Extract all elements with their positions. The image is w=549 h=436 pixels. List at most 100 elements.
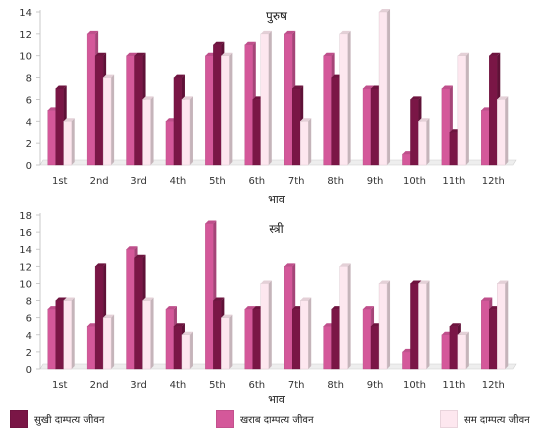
bar-side bbox=[111, 74, 115, 165]
bar bbox=[55, 300, 64, 370]
bar-side bbox=[111, 314, 115, 369]
bar bbox=[213, 44, 222, 166]
bar bbox=[165, 308, 175, 370]
bar-top bbox=[173, 323, 185, 327]
bar-top bbox=[449, 323, 461, 327]
y-tick-label: 0 bbox=[26, 365, 32, 376]
bar bbox=[441, 88, 451, 166]
bar bbox=[205, 223, 214, 370]
bar bbox=[173, 77, 183, 166]
y-tick-label: 0 bbox=[26, 161, 32, 172]
bar bbox=[362, 308, 372, 370]
bar bbox=[481, 300, 490, 370]
bar-top bbox=[457, 331, 469, 335]
x-tick-label: 8th bbox=[327, 176, 344, 187]
bar-top bbox=[339, 30, 351, 34]
bar bbox=[102, 77, 112, 166]
chart-floor bbox=[39, 159, 517, 166]
chart-2: 0 2 4 6 8 10 12 14 16 18 स्त्री भाव 1st 2nd 3rd 4th 5th 6… bbox=[19, 211, 517, 406]
bar-top bbox=[292, 85, 304, 89]
bar-top bbox=[103, 314, 115, 318]
bar bbox=[244, 44, 253, 166]
bar bbox=[142, 99, 151, 166]
bar bbox=[331, 77, 340, 166]
bar bbox=[370, 326, 380, 370]
bar-top bbox=[134, 254, 146, 258]
x-tick-label: 2nd bbox=[90, 176, 109, 187]
bar bbox=[497, 283, 506, 370]
bar-top bbox=[221, 52, 233, 56]
bar-top bbox=[418, 280, 430, 284]
bar-top bbox=[244, 306, 256, 310]
legend-label-normal: सम दाम्पत्य जीवन bbox=[464, 415, 530, 426]
bar-top bbox=[126, 52, 138, 56]
legend-swatch-bad bbox=[216, 410, 234, 428]
x-tick-label: 5th bbox=[209, 380, 226, 391]
bar bbox=[457, 334, 467, 370]
bar bbox=[410, 283, 419, 370]
chart-title: पुरुष bbox=[266, 9, 288, 24]
bar-side bbox=[505, 280, 509, 369]
bar-top bbox=[260, 30, 272, 34]
y-tick-label: 18 bbox=[19, 211, 32, 222]
bar bbox=[418, 121, 427, 166]
bar bbox=[47, 110, 56, 166]
y-tick-label: 12 bbox=[19, 30, 32, 41]
chart-title: स्त्री bbox=[269, 222, 284, 236]
y-tick-label: 12 bbox=[19, 262, 32, 273]
bar bbox=[402, 153, 411, 166]
y-tick-label: 14 bbox=[19, 245, 32, 256]
x-tick-label: 6th bbox=[248, 380, 265, 391]
legend-label-bad: खराब दाम्पत्य जीवन bbox=[240, 415, 314, 426]
bar bbox=[449, 132, 459, 166]
bar-side bbox=[347, 30, 351, 165]
bar-side bbox=[150, 297, 154, 369]
bar bbox=[418, 283, 427, 370]
bar bbox=[441, 334, 451, 370]
bar-side bbox=[308, 118, 312, 165]
bar bbox=[260, 33, 269, 166]
bar-top bbox=[181, 331, 193, 335]
bar-top bbox=[87, 30, 99, 34]
x-tick-label: 2nd bbox=[90, 380, 109, 391]
bar bbox=[284, 33, 293, 166]
bar-top bbox=[481, 297, 493, 301]
bar bbox=[292, 88, 301, 166]
x-tick-label: 10th bbox=[403, 176, 426, 187]
bar bbox=[252, 99, 261, 166]
y-tick-label: 2 bbox=[26, 139, 32, 150]
x-tick-label: 8th bbox=[327, 380, 344, 391]
bar-top bbox=[497, 280, 509, 284]
y-tick-label: 10 bbox=[19, 279, 32, 290]
bar bbox=[181, 99, 191, 166]
y-tick-label: 8 bbox=[26, 297, 32, 308]
bar-top bbox=[142, 297, 154, 301]
bar-top bbox=[95, 263, 107, 267]
x-tick-label: 11th bbox=[442, 380, 465, 391]
bar-side bbox=[71, 118, 75, 165]
bar bbox=[339, 266, 348, 370]
bar bbox=[213, 300, 222, 370]
bar bbox=[63, 300, 72, 370]
bar bbox=[378, 283, 388, 370]
bar bbox=[134, 257, 143, 370]
bar-side bbox=[426, 118, 430, 165]
bar-top bbox=[284, 30, 296, 34]
bar-top bbox=[260, 280, 272, 284]
bar-side bbox=[347, 263, 351, 369]
y-tick-label: 16 bbox=[19, 228, 32, 239]
x-tick-label: 3rd bbox=[130, 380, 147, 391]
bar bbox=[126, 55, 135, 166]
bar-side bbox=[229, 314, 233, 369]
x-tick-label: 4th bbox=[170, 380, 187, 391]
bar bbox=[497, 99, 506, 166]
x-tick-label: 10th bbox=[403, 380, 426, 391]
bar-side bbox=[229, 52, 233, 165]
bar-top bbox=[55, 297, 67, 301]
bar bbox=[300, 121, 309, 166]
bar bbox=[378, 11, 388, 166]
bar bbox=[362, 88, 372, 166]
bar-top bbox=[323, 52, 335, 56]
bar-top bbox=[165, 306, 177, 310]
